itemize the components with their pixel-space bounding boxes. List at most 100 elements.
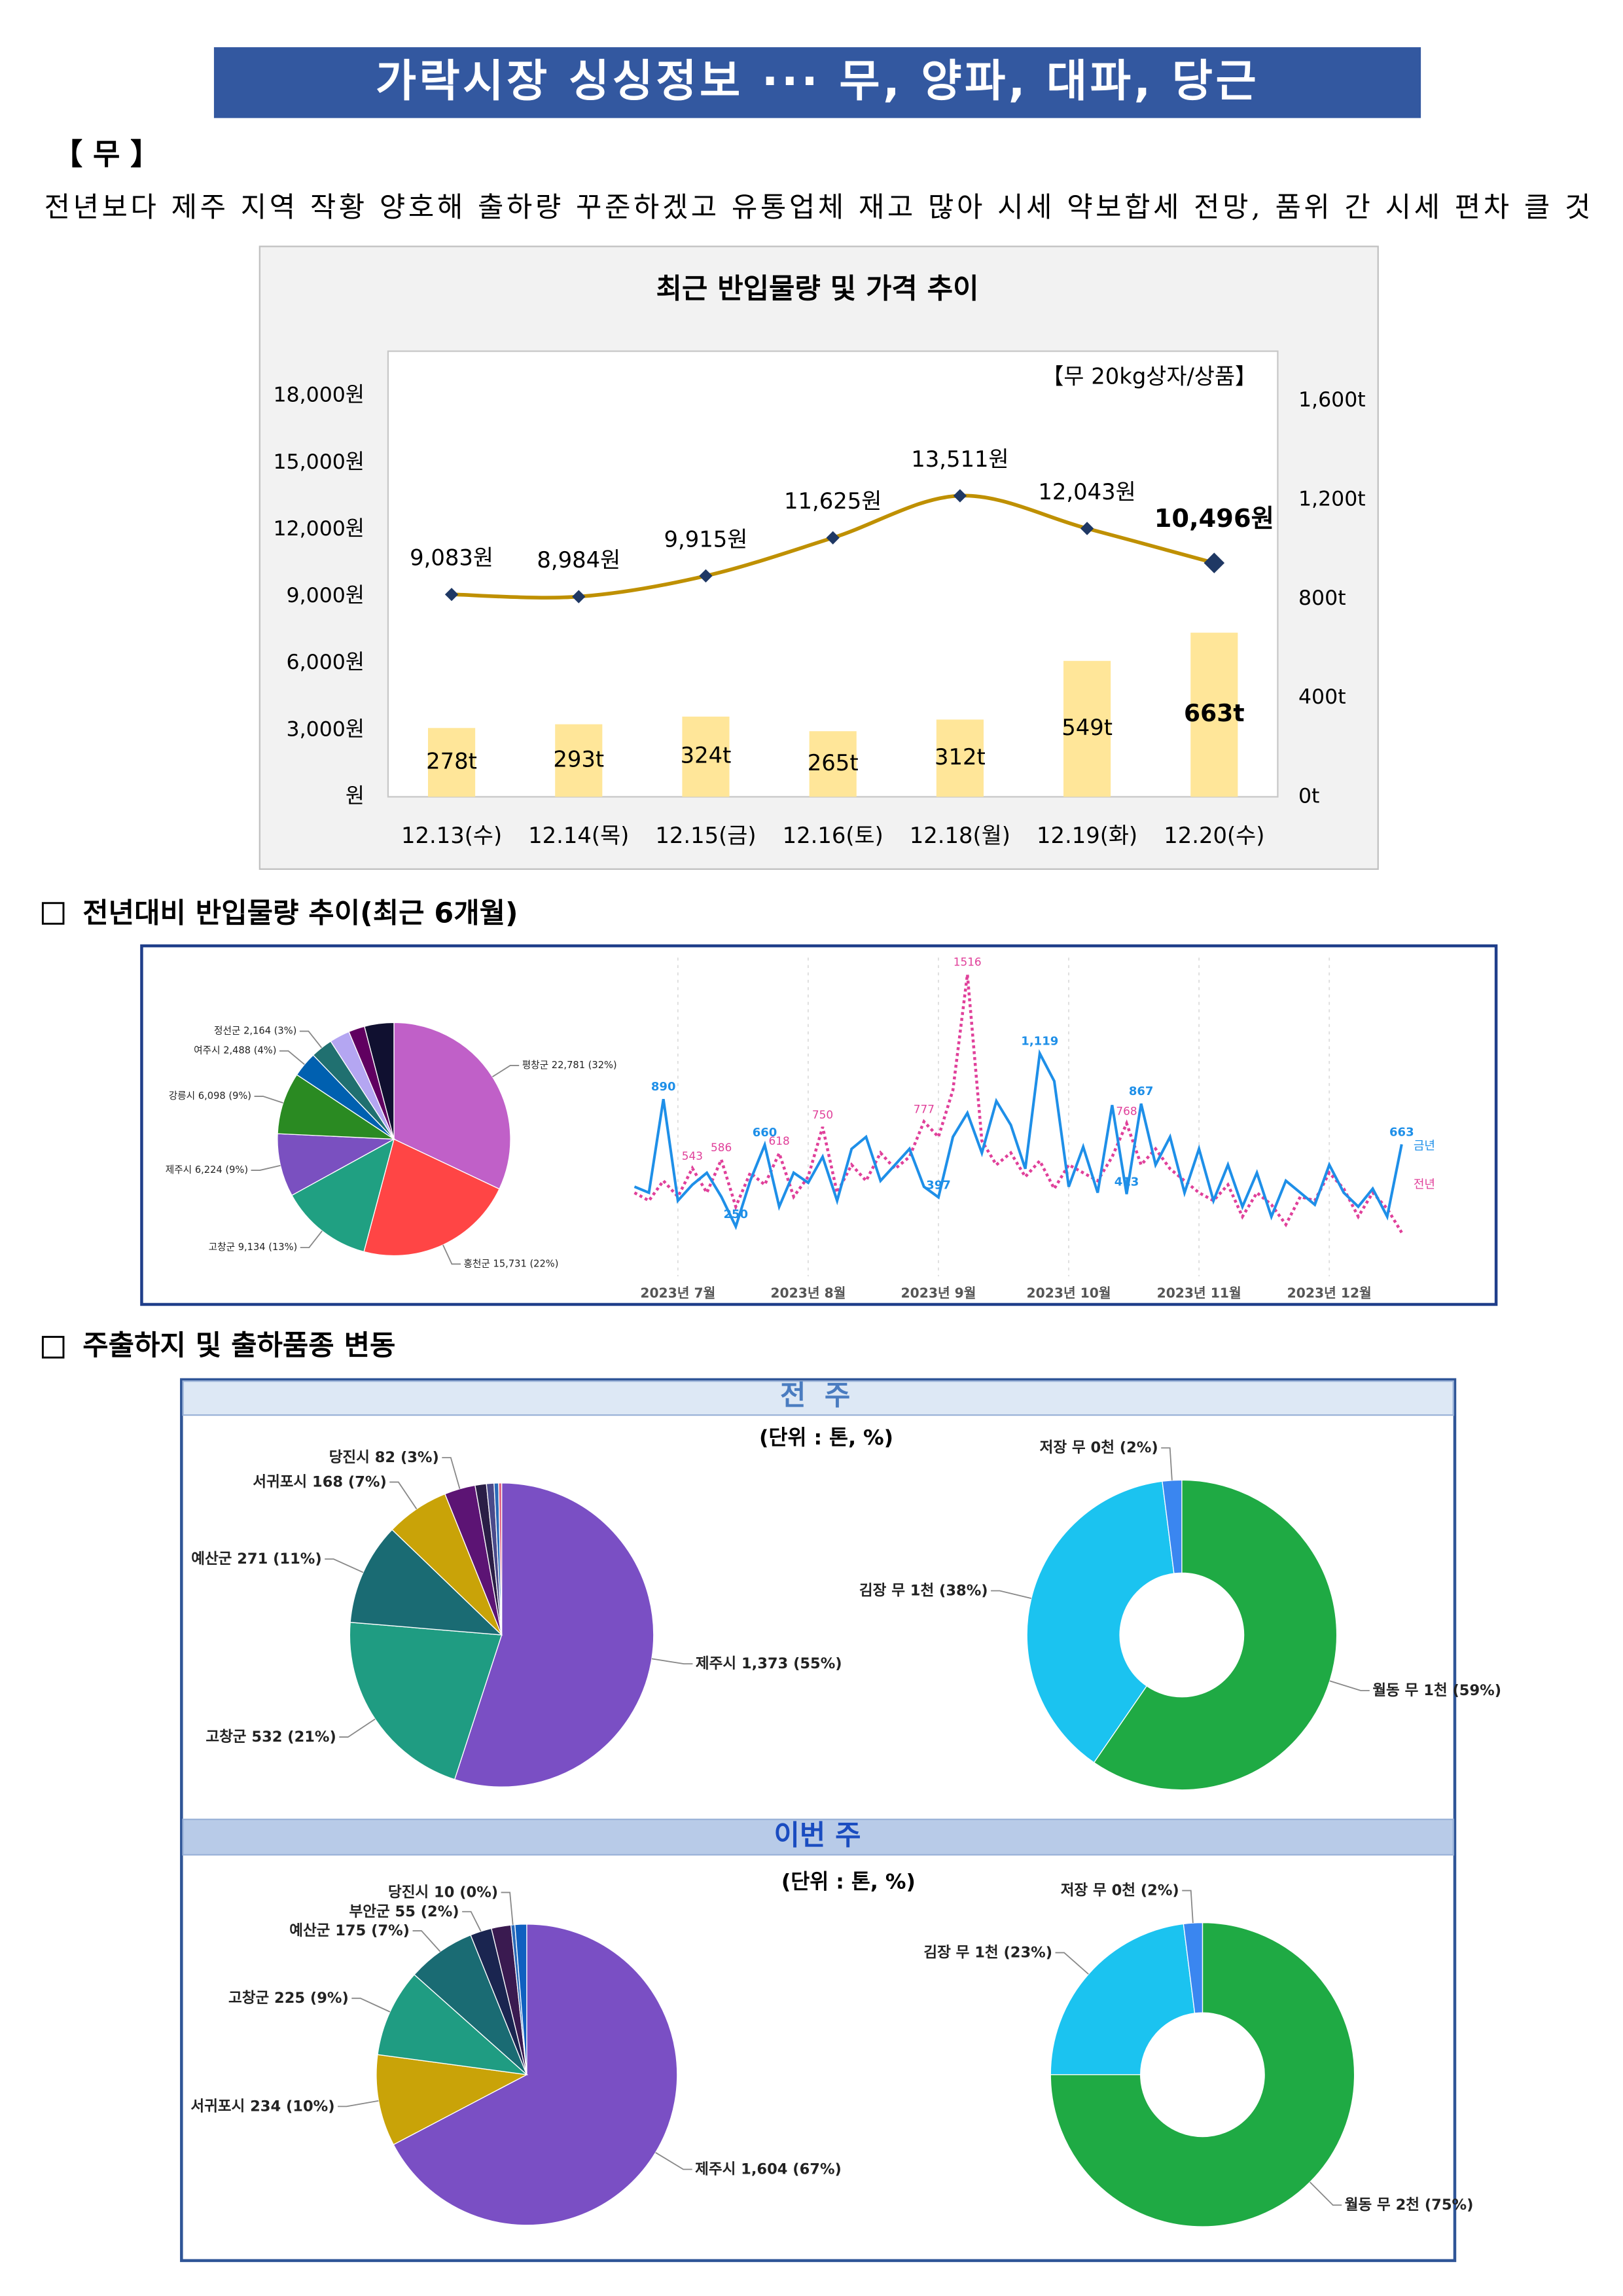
price-marker [1080,522,1094,535]
slice-name: 고창군 [228,1990,269,2007]
slice-name: 서귀포시 [190,2098,245,2115]
slice-name: 김장 무 1천 [923,1944,998,1961]
slice [1050,1922,1355,2227]
data-label: 777 [914,1103,935,1116]
slice-label: 예산군 271 (11%) [191,1551,321,1568]
slice-label: 저장 무 0천 (2%) [1061,1882,1179,1899]
slice-label: 정선군 2,164 (3%) [214,1026,296,1037]
slice [1093,1479,1338,1791]
price-label: 12,043원 [1038,479,1135,505]
panel-title: 전 주 [780,1380,855,1412]
page-title: 가락시장 싱싱정보 ··· 무, 양파, 대파, 당근 [376,55,1259,107]
slice [498,1482,503,1635]
slice-name: 강릉시 [169,1090,195,1102]
slice-name: 저장 무 0천 [1040,1439,1115,1456]
y-tick-label: 원 [346,784,365,808]
slice [1050,1923,1196,2075]
leader-line [655,2152,692,2170]
bar-label: 293t [553,747,604,772]
leader-line [491,1065,520,1077]
leader-line [1329,1680,1370,1691]
slice [291,1138,395,1253]
slice-value: 22,781 (32%) [552,1060,617,1071]
leader-line [1182,1890,1194,1924]
slice-value: 2,164 (3%) [243,1026,296,1037]
leader-line [254,1096,283,1103]
data-label: 750 [812,1108,833,1121]
slice [1026,1480,1175,1763]
data-label: 413 [1115,1175,1139,1189]
bar-label: 278t [426,748,477,774]
checkbox-icon [41,1336,65,1359]
y-tick-label: 18,000원 [273,384,364,407]
x-tick-label: 12.14(목) [528,823,629,848]
price-marker [953,489,967,503]
bar [809,731,857,797]
slice-value: 55 (2%) [395,1903,459,1920]
slice-name: 김장 무 1천 [859,1582,934,1599]
slice-name: 여주시 [194,1045,220,1056]
data-label: 250 [723,1208,748,1221]
leader-line [501,1892,514,1925]
section-heading: 주출하지 및 출하품종 변동 [82,1329,395,1362]
slice-value: 234 (10%) [250,2098,334,2115]
data-label: 768 [1116,1104,1137,1117]
slice-value: 168 (7%) [312,1473,387,1490]
slice-name: 제주시 [695,2161,736,2178]
price-label: 10,496원 [1154,504,1274,533]
slice-label: 당진시 10 (0%) [388,1884,498,1901]
x-tick-label: 12.13(수) [401,823,502,848]
slice-name: 당진시 [329,1449,370,1466]
leader-line [338,2100,379,2108]
price-label: 9,915원 [664,526,748,552]
y2-tick-label: 0t [1298,784,1319,808]
bar-label: 549t [1061,715,1113,740]
item-summary: 전년보다 제주 지역 작황 양호해 출하량 꾸준하겠고 유통업체 재고 많아 시… [45,191,1591,224]
annotation: 【무 20kg상자/상품】 [1042,364,1257,389]
slice-value: 271 (11%) [237,1551,321,1568]
slice-label: 고창군 9,134 (13%) [209,1242,298,1253]
unit-label: (단위 : 톤, %) [759,1426,893,1450]
slice-value: 1,373 (55%) [741,1655,842,1672]
leader-line [279,1050,305,1066]
slice [364,1022,395,1139]
y-tick-label: 3,000원 [287,717,365,741]
slice-value: (23%) [1003,1944,1052,1961]
slice-label: 김장 무 1천 (23%) [923,1944,1052,1961]
y-tick-label: 9,000원 [287,584,365,607]
slice-value: (2%) [1120,1439,1158,1456]
slice-label: 저장 무 0천 (2%) [1040,1439,1158,1456]
x-tick-label: 2023년 9월 [901,1285,976,1301]
slice-label: 월동 무 2천 (75%) [1345,2197,1474,2214]
bar [555,724,603,797]
x-tick-label: 12.19(화) [1037,823,1137,848]
chart-title: 최근 반입물량 및 가격 추이 [656,273,978,306]
data-label: 543 [682,1149,703,1162]
data-label: 660 [753,1126,777,1139]
slice-value: 6,224 (9%) [195,1164,248,1175]
slice-label: 제주시 1,604 (67%) [695,2161,842,2178]
series-line [633,1049,1403,1230]
x-tick-label: 2023년 10월 [1027,1285,1111,1301]
slice-label: 홍천군 15,731 (22%) [463,1258,558,1269]
slice-value: 15,731 (22%) [493,1258,559,1269]
panel-header [182,1380,1454,1416]
x-tick-label: 12.20(수) [1164,823,1264,848]
slice-label: 예산군 175 (7%) [289,1922,410,1939]
slice-value: (2%) [1141,1882,1179,1899]
slice-name: 당진시 [388,1884,429,1901]
data-label: 890 [651,1080,676,1094]
slice [414,1934,527,2075]
series-name: 전년 [1414,1177,1435,1191]
leader-line [299,1030,323,1049]
leader-line [1310,2181,1342,2206]
slice-name: 월동 무 2천 [1345,2197,1419,2214]
slice [393,1924,678,2226]
data-label: 867 [1129,1085,1154,1098]
leader-line [251,1164,281,1171]
slice-value: 2,488 (4%) [223,1045,276,1056]
data-label: 586 [711,1141,732,1154]
bar [1063,660,1111,797]
